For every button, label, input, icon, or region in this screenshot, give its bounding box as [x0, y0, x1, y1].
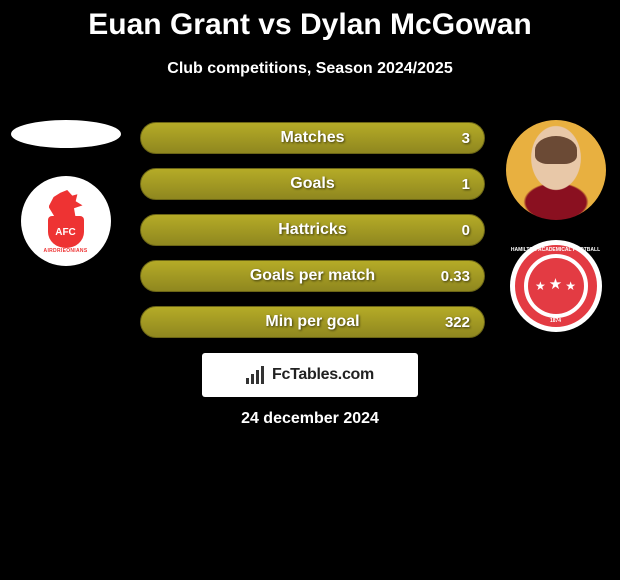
stat-label: Matches [280, 129, 344, 147]
stat-row: Goals 1 [140, 168, 485, 200]
stat-label: Hattricks [278, 221, 346, 239]
club-ring-text-bottom: 1874 [550, 318, 561, 324]
date-text: 24 december 2024 [241, 410, 379, 428]
club-badge-right: HAMILTON ACADEMICAL FOOTBALL ★ ★ ★ 1874 [510, 240, 602, 332]
stat-row: Hattricks 0 [140, 214, 485, 246]
star-icon: ★ [535, 280, 546, 292]
stat-right-value: 0.33 [441, 268, 470, 285]
page-title: Euan Grant vs Dylan McGowan [0, 0, 620, 42]
bar-chart-icon [246, 366, 266, 384]
club-badge-left: AFC AIRDRIEONIANS [21, 176, 111, 266]
stat-row: Matches 3 [140, 122, 485, 154]
stat-right-value: 322 [445, 314, 470, 331]
star-icon: ★ [565, 280, 576, 292]
star-icon: ★ [549, 277, 562, 292]
player-photo-placeholder [11, 120, 121, 148]
stat-right-value: 3 [462, 130, 470, 147]
stats-bars: Matches 3 Goals 1 Hattricks 0 Goals per … [140, 122, 485, 338]
brand-box: FcTables.com [202, 353, 418, 397]
stat-right-value: 0 [462, 222, 470, 239]
club-shield: AFC [48, 216, 84, 248]
left-column: AFC AIRDRIEONIANS [8, 120, 123, 266]
brand-text: FcTables.com [272, 366, 374, 384]
rooster-icon [49, 190, 83, 218]
club-ribbon-text: AIRDRIEONIANS [44, 248, 88, 254]
right-column: HAMILTON ACADEMICAL FOOTBALL ★ ★ ★ 1874 [503, 120, 608, 332]
club-ring-text-top: HAMILTON ACADEMICAL FOOTBALL [511, 247, 600, 253]
stat-right-value: 1 [462, 176, 470, 193]
stat-row: Min per goal 322 [140, 306, 485, 338]
player-photo [506, 120, 606, 220]
stat-label: Goals [290, 175, 334, 193]
stat-label: Min per goal [265, 313, 359, 331]
page-subtitle: Club competitions, Season 2024/2025 [0, 60, 620, 78]
stat-label: Goals per match [250, 267, 375, 285]
stat-row: Goals per match 0.33 [140, 260, 485, 292]
club-inner-circle: ★ ★ ★ [528, 258, 584, 314]
